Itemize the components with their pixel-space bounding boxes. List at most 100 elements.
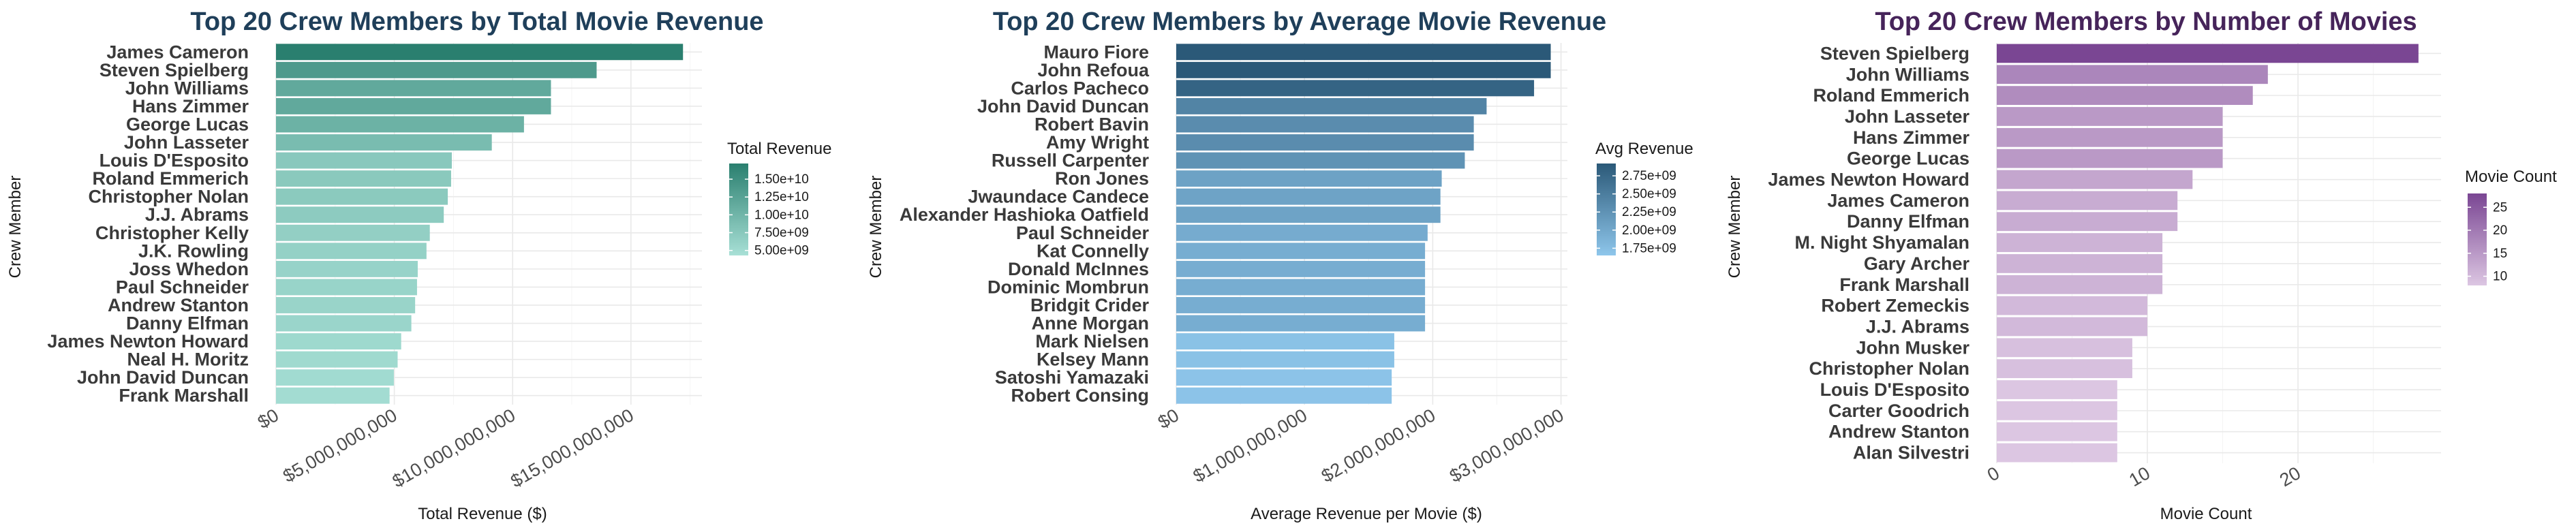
bar bbox=[1176, 297, 1426, 313]
crew-label: Hans Zimmer bbox=[1853, 127, 1970, 148]
x-tick-label: $5,000,000,000 bbox=[279, 405, 401, 486]
crew-label: J.J. Abrams bbox=[1866, 316, 1969, 337]
crew-label: Frank Marshall bbox=[119, 386, 249, 406]
legend-title: Movie Count bbox=[2465, 168, 2557, 186]
bar bbox=[276, 170, 451, 187]
x-tick-label: $0 bbox=[1154, 405, 1182, 433]
bar bbox=[276, 297, 416, 313]
panel-average-revenue: Top 20 Crew Members by Average Movie Rev… bbox=[867, 7, 1693, 523]
crew-label: Louis D'Esposito bbox=[1820, 379, 1969, 400]
legend-colorbar bbox=[1597, 163, 1616, 255]
bar bbox=[276, 206, 444, 223]
crew-label: John Lasseter bbox=[124, 132, 249, 153]
bar bbox=[1176, 134, 1474, 151]
y-axis-title: Crew Member bbox=[1726, 176, 1744, 279]
legend: Total Revenue 5.00e+09 7.50e+09 1.00e+10 1.… bbox=[727, 140, 831, 258]
bar bbox=[1176, 243, 1426, 260]
bar bbox=[276, 315, 412, 332]
crew-label: Carlos Pacheco bbox=[1011, 78, 1149, 98]
bar bbox=[276, 243, 427, 260]
crew-label: Roland Emmerich bbox=[1813, 85, 1969, 106]
crew-label: M. Night Shyamalan bbox=[1794, 232, 1969, 253]
crew-label: Andrew Stanton bbox=[108, 295, 249, 315]
crew-label: Kelsey Mann bbox=[1037, 349, 1149, 370]
crew-label: Andrew Stanton bbox=[1828, 422, 1969, 442]
crew-label: Russell Carpenter bbox=[992, 151, 1150, 171]
x-tick-label: $10,000,000,000 bbox=[389, 405, 519, 491]
bar bbox=[1997, 149, 2223, 168]
crew-label: Paul Schneider bbox=[116, 277, 249, 297]
crew-label: J.J. Abrams bbox=[145, 204, 249, 225]
bar bbox=[1997, 86, 2253, 106]
bar bbox=[1997, 191, 2178, 211]
legend-title: Total Revenue bbox=[727, 140, 831, 158]
panel-title: Top 20 Crew Members by Average Movie Rev… bbox=[993, 7, 1606, 36]
bar bbox=[276, 188, 448, 205]
bar bbox=[1176, 369, 1392, 386]
bar bbox=[1176, 315, 1426, 332]
bar bbox=[1176, 333, 1394, 350]
crew-label: Neal H. Moritz bbox=[127, 349, 249, 370]
bar bbox=[1176, 188, 1441, 205]
bar bbox=[1176, 44, 1551, 61]
legend-tick-label: 2.50e+09 bbox=[1622, 187, 1676, 202]
bar bbox=[276, 387, 390, 404]
bar bbox=[1997, 422, 2117, 441]
bar bbox=[1997, 443, 2117, 463]
x-tick-label: $2,000,000,000 bbox=[1318, 405, 1439, 486]
crew-label: Ron Jones bbox=[1055, 168, 1149, 189]
crew-label: Christopher Nolan bbox=[88, 187, 249, 207]
crew-label: Frank Marshall bbox=[1839, 275, 1969, 295]
legend-tick-label: 1.00e+10 bbox=[754, 208, 809, 222]
crew-label: Amy Wright bbox=[1046, 132, 1149, 153]
crew-label: George Lucas bbox=[1847, 149, 1969, 169]
crew-label: Joss Whedon bbox=[129, 259, 249, 279]
crew-label: Hans Zimmer bbox=[132, 96, 249, 116]
crew-label: James Newton Howard bbox=[47, 331, 249, 352]
bar bbox=[1176, 170, 1442, 187]
panel-total-revenue: Top 20 Crew Members by Total Movie Reven… bbox=[6, 7, 831, 523]
legend-title: Avg Revenue bbox=[1595, 140, 1693, 158]
crew-label: Robert Bavin bbox=[1034, 114, 1149, 134]
legend-colorbar bbox=[729, 163, 748, 255]
crew-label: Danny Elfman bbox=[1847, 211, 1969, 232]
bar bbox=[1997, 212, 2178, 232]
crew-label: Danny Elfman bbox=[126, 313, 249, 334]
x-axis-title: Total Revenue ($) bbox=[418, 505, 547, 523]
x-tick-label: 0 bbox=[1984, 463, 2003, 485]
crew-label: Carter Goodrich bbox=[1828, 401, 1969, 421]
bar bbox=[1176, 387, 1392, 404]
panel-movie-count: Top 20 Crew Members by Number of Movies … bbox=[1726, 7, 2557, 523]
panel-title: Top 20 Crew Members by Number of Movies bbox=[1875, 7, 2417, 36]
bar bbox=[276, 152, 452, 169]
crew-label: James Newton Howard bbox=[1768, 170, 1969, 190]
bar bbox=[1997, 317, 2148, 337]
crew-label: George Lucas bbox=[126, 114, 249, 134]
legend-tick-label: 10 bbox=[2493, 270, 2507, 284]
crew-label: John Musker bbox=[1856, 337, 1969, 358]
bar bbox=[1997, 401, 2117, 420]
legend-tick-label: 15 bbox=[2493, 247, 2507, 261]
bar bbox=[276, 44, 684, 61]
bar bbox=[1176, 224, 1428, 241]
bar bbox=[1997, 65, 2268, 84]
bar bbox=[1997, 254, 2163, 273]
bar bbox=[1997, 275, 2163, 294]
bar bbox=[1997, 44, 2419, 63]
bar bbox=[1997, 380, 2117, 399]
legend-tick-label: 5.00e+09 bbox=[754, 244, 809, 258]
legend-tick-label: 7.50e+09 bbox=[754, 226, 809, 240]
crew-label: Alan Silvestri bbox=[1853, 443, 1969, 463]
crew-label: Steven Spielberg bbox=[99, 60, 249, 80]
bar bbox=[1176, 279, 1426, 296]
crew-label: Robert Consing bbox=[1011, 386, 1150, 406]
x-tick-label: $3,000,000,000 bbox=[1446, 405, 1567, 486]
bar bbox=[276, 333, 401, 350]
bar bbox=[276, 134, 492, 151]
bar bbox=[1176, 80, 1535, 97]
bar bbox=[276, 351, 398, 368]
bar bbox=[1997, 107, 2223, 126]
bar bbox=[1176, 351, 1394, 368]
x-axis-title: Movie Count bbox=[2160, 505, 2252, 523]
